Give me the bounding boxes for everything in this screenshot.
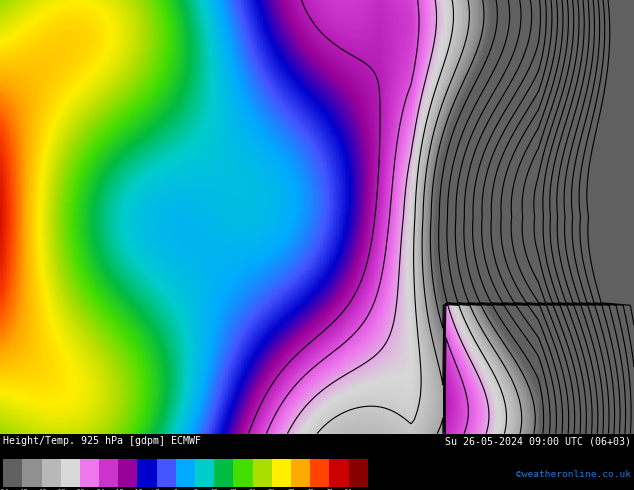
Text: Height/Temp. 925 hPa [gdpm] ECMWF: Height/Temp. 925 hPa [gdpm] ECMWF bbox=[3, 437, 201, 446]
Bar bbox=[214, 459, 233, 487]
Text: Su 26-05-2024 09:00 UTC (06+03): Su 26-05-2024 09:00 UTC (06+03) bbox=[445, 437, 631, 446]
Bar bbox=[138, 459, 157, 487]
Bar bbox=[157, 459, 176, 487]
Bar bbox=[252, 459, 272, 487]
Bar bbox=[195, 459, 214, 487]
Bar bbox=[349, 459, 368, 487]
Bar bbox=[3, 459, 22, 487]
Bar bbox=[99, 459, 119, 487]
Text: ©weatheronline.co.uk: ©weatheronline.co.uk bbox=[516, 470, 631, 479]
Bar bbox=[233, 459, 252, 487]
Bar bbox=[119, 459, 138, 487]
Bar bbox=[61, 459, 80, 487]
Bar bbox=[329, 459, 349, 487]
Bar bbox=[22, 459, 42, 487]
Bar bbox=[310, 459, 329, 487]
Bar bbox=[272, 459, 291, 487]
Bar bbox=[80, 459, 99, 487]
Bar bbox=[291, 459, 310, 487]
Bar bbox=[42, 459, 61, 487]
Bar bbox=[176, 459, 195, 487]
